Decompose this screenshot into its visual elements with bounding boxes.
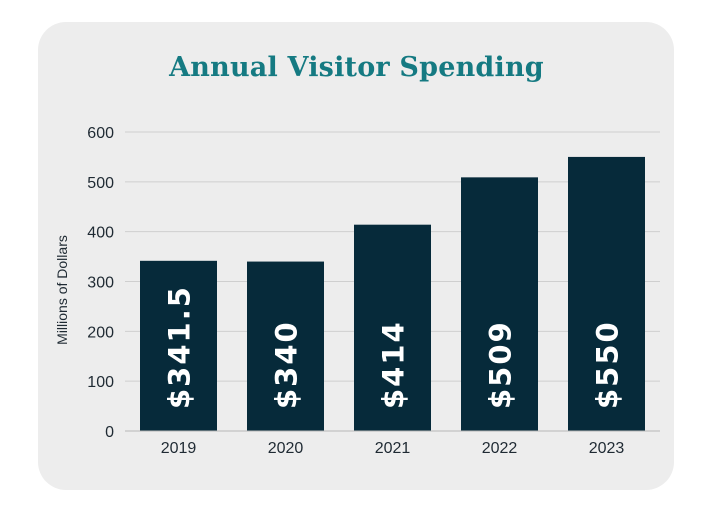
y-tick-label: 300 xyxy=(87,275,114,292)
x-tick-label: 2022 xyxy=(482,440,518,457)
bar-2023 xyxy=(568,156,645,431)
bar-2020 xyxy=(247,261,324,431)
chart-title: Annual Visitor Spending xyxy=(169,52,544,83)
bars: $341.5 $340 $414 $509 $550 xyxy=(140,156,645,431)
x-tick-label: 2023 xyxy=(589,440,625,457)
y-axis-ticks: 0 100 200 300 400 500 600 xyxy=(87,125,114,441)
data-label-2021: $414 xyxy=(377,320,411,409)
y-tick-label: 200 xyxy=(87,324,114,341)
data-label-2020: $340 xyxy=(270,320,304,409)
data-label-2023: $550 xyxy=(591,320,625,409)
y-tick-label: 0 xyxy=(105,424,114,441)
bar-2021 xyxy=(354,224,431,431)
x-tick-label: 2020 xyxy=(268,440,304,457)
y-tick-label: 100 xyxy=(87,374,114,391)
x-tick-label: 2021 xyxy=(375,440,411,457)
x-tick-label: 2019 xyxy=(161,440,197,457)
x-axis-ticks: 2019 2020 2021 2022 2023 xyxy=(161,440,625,457)
y-tick-label: 400 xyxy=(87,225,114,242)
data-label-2019: $341.5 xyxy=(163,285,197,409)
data-label-2022: $509 xyxy=(484,320,518,409)
y-tick-label: 500 xyxy=(87,175,114,192)
y-tick-label: 600 xyxy=(87,125,114,142)
bar-2022 xyxy=(461,177,538,431)
bar-2019 xyxy=(140,260,217,431)
y-axis-label: Millions of Dollars xyxy=(54,235,70,345)
